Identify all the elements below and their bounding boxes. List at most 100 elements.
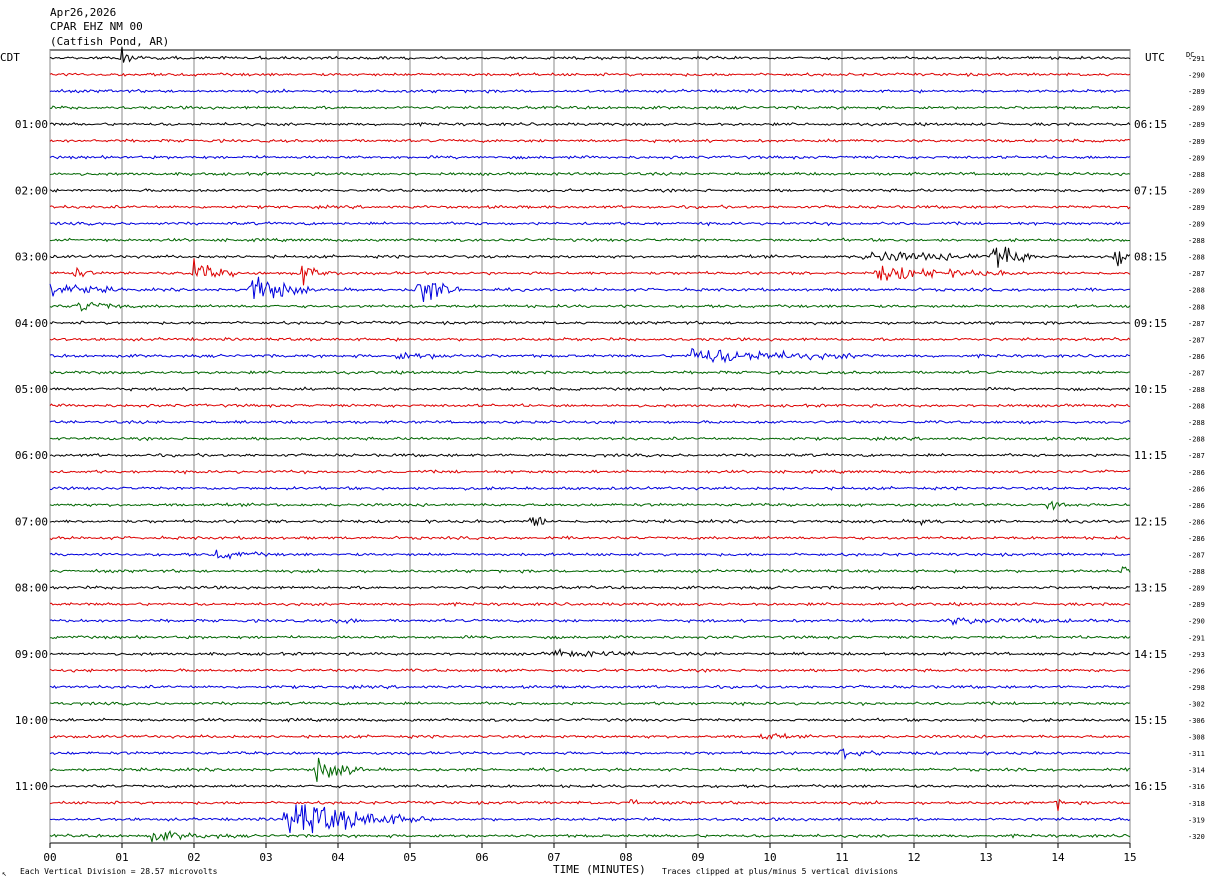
trace-line-47 [49, 830, 1131, 843]
trace-line-1 [49, 72, 1131, 78]
dc-label: DC [1186, 51, 1194, 59]
right-hour-label: 08:15 [1134, 251, 1167, 264]
station-label: CPAR EHZ NM 00 [50, 20, 143, 33]
dc-offset-label: -289 [1188, 187, 1205, 195]
x-tick-label: 09 [691, 851, 704, 864]
dc-offset-label: -288 [1188, 568, 1205, 576]
trace-line-8 [49, 188, 1131, 193]
trace-line-20 [49, 386, 1131, 392]
dc-offset-label: -287 [1188, 270, 1205, 278]
x-tick-label: 01 [115, 851, 128, 864]
dc-offset-label: -286 [1188, 485, 1205, 493]
trace-line-33 [49, 601, 1131, 608]
dc-offset-label: -286 [1188, 502, 1205, 510]
date-label: Apr26,2026 [50, 6, 116, 19]
dc-offset-labels: -291 -290 -289 -289 -289 -289 -289 -288 -289 -289… [1188, 55, 1205, 841]
dc-offset-label: -288 [1188, 287, 1205, 295]
x-tick-label: 04 [331, 851, 345, 864]
trace-line-22 [49, 419, 1131, 425]
dc-offset-label: -289 [1188, 221, 1205, 229]
trace-line-31 [49, 566, 1131, 574]
trace-line-32 [49, 585, 1131, 591]
trace-line-45 [49, 798, 1131, 811]
left-hour-labels: 01:00 02:00 03:00 04:00 05:00 06:00 07:00 08:00… [15, 118, 48, 793]
x-axis-ticks: 00 01 02 03 04 05 06 07 08 09 10 11 12 13 14 15 [43, 843, 1137, 864]
trace-line-39 [49, 701, 1131, 707]
dc-offset-label: -314 [1188, 767, 1205, 775]
trace-line-25 [49, 469, 1131, 475]
trace-line-10 [49, 221, 1131, 227]
dc-offset-label: -289 [1188, 204, 1205, 212]
dc-offset-label: -288 [1188, 237, 1205, 245]
left-hour-label: 11:00 [15, 780, 48, 793]
x-tick-label: 13 [979, 851, 992, 864]
x-tick-label: 06 [475, 851, 488, 864]
trace-line-36 [49, 648, 1131, 658]
x-tick-label: 14 [1051, 851, 1065, 864]
trace-line-27 [49, 500, 1131, 511]
trace-line-5 [49, 138, 1131, 144]
dc-offset-label: -311 [1188, 750, 1205, 758]
dc-offset-label: -288 [1188, 171, 1205, 179]
x-tick-label: 08 [619, 851, 632, 864]
left-timezone-label: CDT [0, 51, 20, 64]
right-hour-label: 11:15 [1134, 449, 1167, 462]
x-tick-label: 00 [43, 851, 56, 864]
x-tick-label: 11 [835, 851, 848, 864]
dc-offset-label: -288 [1188, 436, 1205, 444]
dc-offset-label: -286 [1188, 518, 1205, 526]
right-hour-label: 10:15 [1134, 383, 1167, 396]
x-tick-label: 12 [907, 851, 920, 864]
dc-offset-label: -290 [1188, 72, 1205, 80]
right-hour-label: 15:15 [1134, 714, 1167, 727]
trace-line-44 [49, 783, 1131, 789]
dc-offset-label: -289 [1188, 121, 1205, 129]
x-tick-label: 07 [547, 851, 560, 864]
trace-line-23 [50, 436, 1131, 442]
right-hour-label: 13:15 [1134, 582, 1167, 595]
dc-offset-label: -288 [1188, 419, 1205, 427]
trace-line-14 [49, 276, 1131, 302]
dc-offset-label: -302 [1188, 700, 1205, 708]
dc-offset-label: -287 [1188, 552, 1205, 560]
dc-offset-label: -319 [1188, 816, 1205, 824]
dc-offset-label: -293 [1188, 651, 1205, 659]
corner-mark: ↖ [2, 869, 7, 878]
dc-offset-label: -286 [1188, 535, 1205, 543]
right-hour-label: 06:15 [1134, 118, 1167, 131]
header: Apr26,2026 CPAR EHZ NM 00 (Catfish Pond,… [50, 6, 169, 48]
dc-offset-label: -288 [1188, 403, 1205, 411]
left-hour-label: 02:00 [15, 184, 48, 197]
trace-line-6 [49, 154, 1131, 160]
dc-offset-label: -296 [1188, 667, 1205, 675]
trace-line-38 [49, 684, 1131, 690]
dc-offset-label: -286 [1188, 353, 1205, 361]
dc-offset-label: -288 [1188, 386, 1205, 394]
right-hour-label: 09:15 [1134, 317, 1167, 330]
trace-line-37 [49, 668, 1131, 673]
x-tick-label: 10 [763, 851, 776, 864]
dc-offset-label: -308 [1188, 734, 1205, 742]
scale-note: Each Vertical Division = 28.57 microvolt… [20, 867, 218, 876]
trace-line-28 [49, 516, 1131, 527]
dc-offset-label: -320 [1188, 833, 1205, 841]
trace-line-30 [49, 549, 1131, 561]
dc-offset-label: -289 [1188, 154, 1205, 162]
trace-line-42 [49, 748, 1131, 761]
left-hour-label: 08:00 [15, 582, 48, 595]
dc-offset-label: -289 [1188, 601, 1205, 609]
right-timezone-label: UTC [1145, 51, 1165, 64]
minute-gridlines [49, 50, 1131, 843]
trace-line-16 [49, 320, 1131, 326]
trace-line-13 [49, 258, 1131, 286]
trace-line-2 [49, 88, 1131, 94]
trace-line-40 [49, 717, 1131, 723]
trace-line-9 [49, 204, 1131, 210]
trace-line-19 [49, 370, 1131, 375]
location-label: (Catfish Pond, AR) [50, 35, 169, 48]
trace-line-7 [49, 171, 1131, 177]
right-hour-labels: 06:15 07:15 08:15 09:15 10:15 11:15 12:15 13:15… [1134, 118, 1167, 793]
trace-line-26 [49, 485, 1131, 491]
left-hour-label: 07:00 [15, 515, 48, 528]
